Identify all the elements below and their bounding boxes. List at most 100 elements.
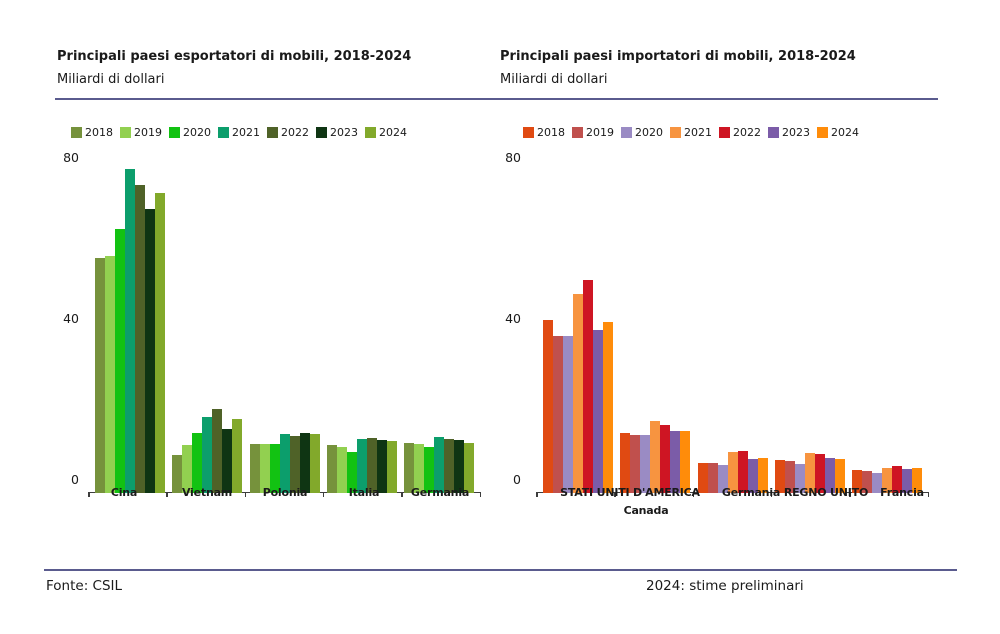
- bar-cina-2022: [135, 185, 146, 493]
- legend-item-2019: 2019: [572, 126, 614, 139]
- export-ytick-80: 80: [63, 149, 79, 165]
- bar-stati-uniti-d-america-2024: [603, 322, 614, 493]
- legend-swatch-2023: [768, 127, 779, 138]
- export-legend: 2018 2019 2020 2021 2022 2023 2024: [71, 126, 407, 139]
- axis-tick: [770, 493, 773, 497]
- bar-francia-2023: [901, 468, 912, 493]
- bar-germania-2020: [717, 465, 728, 493]
- legend-item-2019: 2019: [120, 126, 162, 139]
- bar-italia-2020: [346, 451, 357, 493]
- legend-label: 2023: [330, 126, 358, 139]
- bar-francia-2019: [861, 470, 872, 493]
- legend-item-2018: 2018: [523, 126, 565, 139]
- bar-regno-unito-2024: [834, 459, 845, 493]
- bar-italia-2019: [336, 446, 347, 493]
- category-label-canada: Canada: [623, 504, 669, 517]
- bar-italia-2024: [386, 441, 397, 493]
- legend-item-2021: 2021: [218, 126, 260, 139]
- legend-swatch-2020: [621, 127, 632, 138]
- bar-francia-2022: [891, 466, 902, 493]
- bar-germania-2023: [747, 458, 758, 493]
- legend-swatch-2023: [316, 127, 327, 138]
- legend-swatch-2018: [71, 127, 82, 138]
- category-label-cina: Cina: [110, 486, 138, 499]
- legend-label: 2023: [782, 126, 810, 139]
- legend-item-2018: 2018: [71, 126, 113, 139]
- legend-item-2022: 2022: [267, 126, 309, 139]
- axis-tick: [322, 493, 325, 497]
- bar-francia-2020: [871, 472, 882, 493]
- legend-swatch-2022: [267, 127, 278, 138]
- export-plot-area: [88, 157, 481, 497]
- bar-germania-2018: [403, 443, 414, 493]
- bar-francia-2024: [911, 468, 922, 493]
- legend-swatch-2021: [670, 127, 681, 138]
- axis-tick: [401, 493, 403, 497]
- bar-germania-2022: [737, 451, 748, 493]
- legend-item-2021: 2021: [670, 126, 712, 139]
- bar-polonia-2020: [269, 444, 280, 493]
- bar-germania-2024: [757, 458, 768, 493]
- legend-swatch-2024: [817, 127, 828, 138]
- bar-canada-2018: [620, 432, 631, 493]
- axis-tick: [166, 493, 168, 497]
- bar-vietnam-2019: [182, 444, 193, 493]
- legend-label: 2020: [183, 126, 211, 139]
- footer-divider: [44, 569, 957, 571]
- bar-regno-unito-2019: [784, 460, 795, 493]
- bar-vietnam-2024: [232, 418, 243, 493]
- bar-polonia-2023: [299, 433, 310, 493]
- legend-swatch-2019: [572, 127, 583, 138]
- legend-item-2024: 2024: [365, 126, 407, 139]
- axis-tick: [692, 493, 695, 497]
- bar-germania-2022: [443, 439, 454, 493]
- exporters-chart-title: Principali paesi esportatori di mobili, …: [57, 49, 412, 64]
- legend-label: 2021: [232, 126, 260, 139]
- import-plot-area: [536, 157, 929, 497]
- legend-label: 2024: [379, 126, 407, 139]
- bar-germania-2021: [433, 437, 444, 493]
- legend-label: 2024: [831, 126, 859, 139]
- category-label-stati-uniti-d-america: STATI UNITI D'AMERICA: [560, 486, 700, 499]
- category-label-italia: Italia: [348, 486, 380, 499]
- bar-stati-uniti-d-america-2021: [573, 293, 584, 493]
- axis-tick: [536, 493, 538, 497]
- legend-label: 2019: [134, 126, 162, 139]
- legend-label: 2022: [733, 126, 761, 139]
- bar-canada-2022: [660, 424, 671, 493]
- category-label-polonia: Polonia: [262, 486, 308, 499]
- bar-vietnam-2020: [192, 432, 203, 493]
- bar-cina-2021: [125, 169, 136, 493]
- footnote-label: 2024: stime preliminari: [646, 578, 804, 594]
- export-ytick-40: 40: [63, 310, 79, 326]
- category-label-vietnam: Vietnam: [181, 486, 233, 499]
- bar-regno-unito-2021: [804, 452, 815, 493]
- legend-swatch-2018: [523, 127, 534, 138]
- legend-label: 2022: [281, 126, 309, 139]
- legend-swatch-2020: [169, 127, 180, 138]
- bar-germania-2018: [697, 462, 708, 493]
- source-label: Fonte: CSIL: [46, 578, 123, 594]
- bar-regno-unito-2023: [824, 457, 835, 493]
- bar-germania-2024: [463, 442, 474, 493]
- legend-label: 2018: [537, 126, 565, 139]
- bar-francia-2018: [851, 470, 862, 493]
- bar-italia-2021: [356, 439, 367, 493]
- bar-canada-2023: [670, 430, 681, 493]
- axis-tick: [849, 493, 851, 497]
- bar-cina-2023: [145, 209, 156, 493]
- import-ytick-40: 40: [505, 310, 521, 326]
- bar-stati-uniti-d-america-2023: [593, 330, 604, 493]
- bar-cina-2020: [115, 229, 126, 493]
- bar-regno-unito-2018: [774, 460, 785, 493]
- bar-vietnam-2023: [222, 428, 233, 493]
- bar-stati-uniti-d-america-2022: [583, 279, 594, 493]
- bar-polonia-2018: [249, 443, 260, 493]
- import-ytick-0: 0: [513, 471, 521, 487]
- bar-germania-2020: [423, 446, 434, 493]
- bar-italia-2022: [366, 438, 377, 493]
- bar-canada-2020: [640, 434, 651, 493]
- legend-item-2024: 2024: [817, 126, 859, 139]
- export-ytick-0: 0: [71, 471, 79, 487]
